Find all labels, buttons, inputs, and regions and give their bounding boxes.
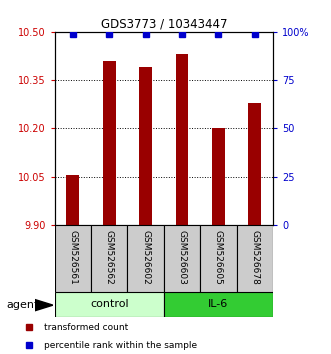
- Text: GSM526561: GSM526561: [68, 230, 77, 285]
- Bar: [139, 67, 152, 225]
- Bar: [55, 225, 91, 292]
- Bar: [91, 225, 127, 292]
- Bar: [127, 225, 164, 292]
- Text: GSM526605: GSM526605: [214, 230, 223, 285]
- Bar: [67, 175, 79, 225]
- Bar: [237, 225, 273, 292]
- Text: agent: agent: [7, 300, 39, 310]
- Title: GDS3773 / 10343447: GDS3773 / 10343447: [101, 18, 227, 31]
- Bar: [249, 103, 261, 225]
- Text: GSM526562: GSM526562: [105, 230, 114, 285]
- Bar: [55, 292, 164, 317]
- Text: control: control: [90, 299, 128, 309]
- Text: percentile rank within the sample: percentile rank within the sample: [44, 341, 197, 350]
- Bar: [200, 225, 237, 292]
- Text: GSM526603: GSM526603: [177, 230, 187, 285]
- Bar: [176, 55, 188, 225]
- Bar: [103, 61, 116, 225]
- Text: GSM526602: GSM526602: [141, 230, 150, 285]
- Bar: [164, 292, 273, 317]
- Text: GSM526678: GSM526678: [250, 230, 260, 285]
- Text: IL-6: IL-6: [208, 299, 229, 309]
- Polygon shape: [35, 299, 53, 311]
- Text: transformed count: transformed count: [44, 323, 128, 332]
- Bar: [212, 129, 225, 225]
- Bar: [164, 225, 200, 292]
